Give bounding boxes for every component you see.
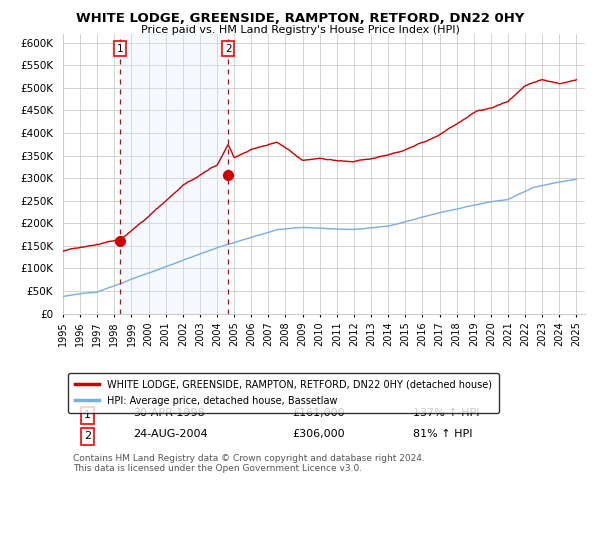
Text: 81% ↑ HPI: 81% ↑ HPI <box>413 429 472 439</box>
Text: 137% ↑ HPI: 137% ↑ HPI <box>413 408 479 418</box>
Text: 2: 2 <box>225 44 232 54</box>
Text: £161,000: £161,000 <box>293 408 346 418</box>
Text: £306,000: £306,000 <box>293 429 346 439</box>
Text: 1: 1 <box>84 410 91 420</box>
Text: 30-APR-1998: 30-APR-1998 <box>133 408 205 418</box>
Text: Price paid vs. HM Land Registry's House Price Index (HPI): Price paid vs. HM Land Registry's House … <box>140 25 460 35</box>
Text: 2: 2 <box>84 431 91 441</box>
Text: 24-AUG-2004: 24-AUG-2004 <box>133 429 208 439</box>
Legend: WHITE LODGE, GREENSIDE, RAMPTON, RETFORD, DN22 0HY (detached house), HPI: Averag: WHITE LODGE, GREENSIDE, RAMPTON, RETFORD… <box>68 373 499 413</box>
Text: Contains HM Land Registry data © Crown copyright and database right 2024.
This d: Contains HM Land Registry data © Crown c… <box>73 454 425 473</box>
Bar <box>120 34 228 314</box>
Text: WHITE LODGE, GREENSIDE, RAMPTON, RETFORD, DN22 0HY: WHITE LODGE, GREENSIDE, RAMPTON, RETFORD… <box>76 12 524 25</box>
Text: 1: 1 <box>116 44 124 54</box>
